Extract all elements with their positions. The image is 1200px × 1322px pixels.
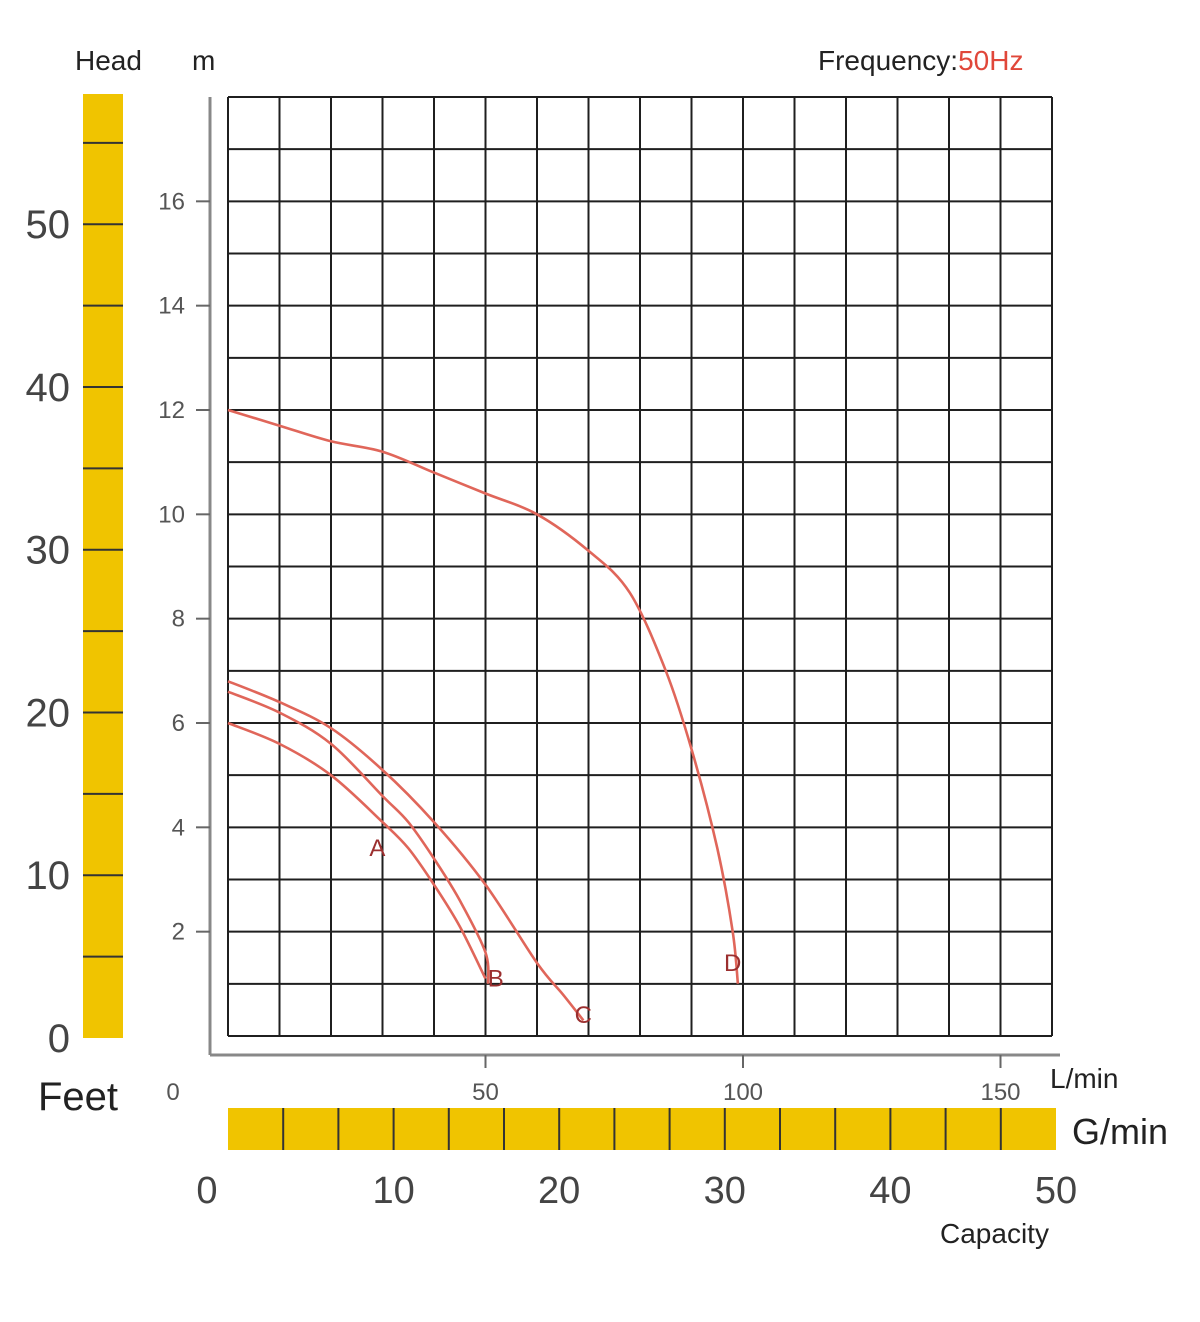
gmin-scale-bar [228, 1108, 1056, 1150]
gmin-tick-label: 50 [1035, 1170, 1077, 1212]
head-m-tick-label: 6 [172, 710, 185, 737]
feet-tick-label: 20 [26, 691, 71, 735]
capacity-lmin-tick-label: 100 [723, 1079, 763, 1106]
head-m-tick-label: 14 [158, 293, 185, 320]
capacity-lmin-ticks: 0 50 100 150 [166, 1055, 1021, 1106]
plot-grid [227, 96, 1053, 1037]
head-m-ticks: 2 4 6 8 10 12 14 16 [158, 188, 210, 946]
gmin-tick-label: 20 [538, 1170, 580, 1212]
feet-label: Feet [38, 1075, 118, 1119]
feet-bar-tick-group [83, 141, 123, 958]
curve-label-c: C [575, 1002, 592, 1029]
curve-label-b: B [488, 966, 504, 993]
curve-a [227, 721, 487, 980]
feet-tick-labels: 0 10 20 30 40 50 [26, 203, 71, 1061]
curve-b [227, 690, 490, 984]
feet-scale-bar [83, 94, 123, 1038]
gmin-tick-label: 40 [869, 1170, 911, 1212]
head-label: Head [75, 45, 142, 76]
gmin-tick-labels: 0 10 20 30 40 50 [196, 1170, 1077, 1212]
gmin-tick-label: 30 [704, 1170, 746, 1212]
frequency-label: Frequency:50Hz [818, 45, 1023, 76]
feet-tick-label: 0 [48, 1017, 70, 1061]
head-unit-m: m [192, 45, 215, 76]
capacity-label: Capacity [940, 1218, 1049, 1249]
feet-tick-label: 50 [26, 203, 71, 247]
feet-tick-label: 40 [26, 366, 71, 410]
head-m-tick-label: 10 [158, 501, 185, 528]
capacity-lmin-tick-label: 0 [166, 1079, 179, 1106]
head-m-tick-label: 2 [172, 919, 185, 946]
head-m-tick-label: 4 [172, 814, 185, 841]
head-m-tick-label: 12 [158, 397, 185, 424]
curve-d [227, 408, 740, 984]
gmin-tick-label: 10 [372, 1170, 414, 1212]
gmin-bar-tick-group [282, 1108, 1002, 1150]
frequency-value: 50Hz [958, 45, 1023, 76]
lmin-unit-label: L/min [1050, 1063, 1118, 1094]
frequency-label-text: Frequency: [818, 45, 958, 76]
gmin-tick-label: 0 [196, 1170, 217, 1212]
head-m-tick-label: 16 [158, 188, 185, 215]
capacity-lmin-tick-label: 150 [980, 1079, 1020, 1106]
gmin-unit-label: G/min [1072, 1111, 1168, 1152]
feet-tick-label: 30 [26, 529, 71, 573]
curve-c [227, 680, 585, 1022]
head-m-tick-label: 8 [172, 606, 185, 633]
capacity-lmin-tick-label: 50 [472, 1079, 499, 1106]
curve-label-d: D [724, 950, 741, 977]
curve-label-a: A [369, 835, 385, 862]
performance-curves: A B C D [227, 408, 741, 1029]
feet-tick-label: 10 [26, 854, 71, 898]
